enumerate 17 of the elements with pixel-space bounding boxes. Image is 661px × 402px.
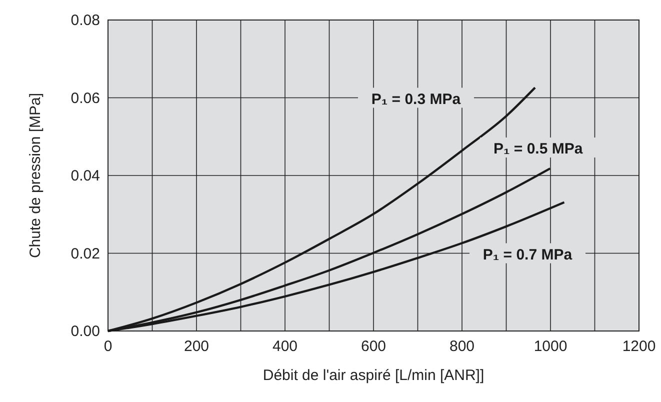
y-axis-title: Chute de pression [MPa] <box>27 92 44 258</box>
x-tick-label: 1000 <box>534 338 568 355</box>
y-tick-label: 0.02 <box>70 245 100 262</box>
x-tick-label: 600 <box>360 338 386 355</box>
text: P₁ = 0.3 MPa <box>371 90 462 108</box>
y-tick-label: 0.08 <box>70 12 100 29</box>
x-tick-label: 1200 <box>622 338 656 355</box>
x-axis-title: Débit de l'air aspiré [L/min [ANR]] <box>262 367 484 384</box>
y-tick-label: 0.00 <box>70 323 100 340</box>
series-label: P₁ = 0.7 MPa <box>482 246 573 264</box>
x-tick-label: 200 <box>184 338 210 355</box>
x-tick-label: 800 <box>449 338 475 355</box>
y-tick-label: 0.06 <box>70 90 100 107</box>
x-tick-label: 0 <box>104 338 112 355</box>
y-tick-label: 0.04 <box>70 168 100 184</box>
series-label: P₁ = 0.5 MPa <box>494 140 584 158</box>
x-tick-label: 400 <box>272 338 298 355</box>
